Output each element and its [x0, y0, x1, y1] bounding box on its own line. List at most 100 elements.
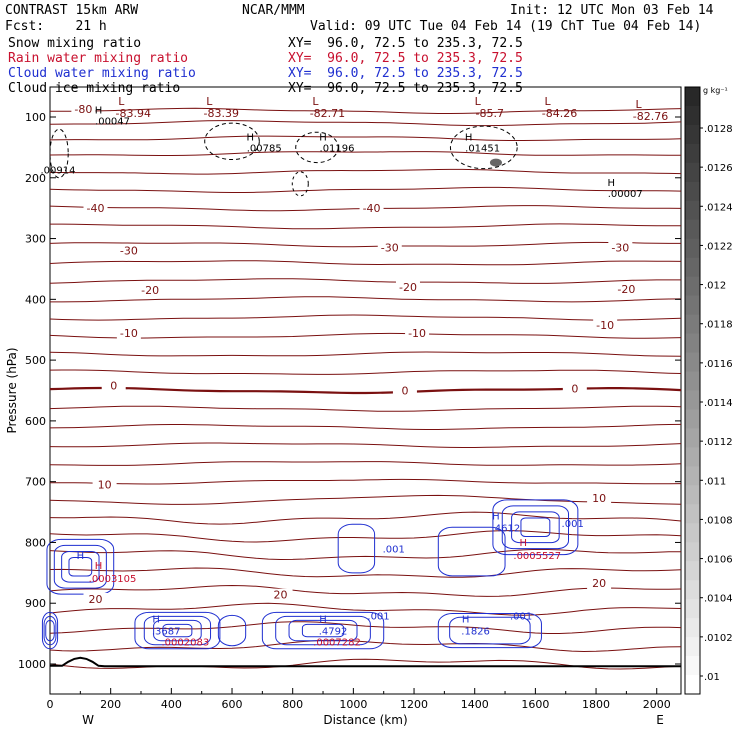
isotherm-line — [49, 442, 682, 448]
colorbar-unit: g kg⁻¹ — [703, 86, 728, 95]
low-value: -82.76 — [633, 110, 668, 123]
temperature-label: -20 — [141, 284, 159, 297]
isotherm-line — [49, 548, 682, 561]
snow-max-value: .00785 — [247, 144, 282, 155]
cloud-water-max-value: .1826 — [461, 627, 490, 638]
x-tick-label: 1200 — [400, 698, 428, 711]
temperature-label-bg — [116, 244, 141, 258]
field-rain-name: Rain water mixing ratio — [8, 51, 189, 66]
field-snow-xy: XY= 96.0, 72.5 to 235.3, 72.5 — [288, 36, 523, 51]
temperature-label-bg — [71, 103, 96, 117]
snow-contour — [49, 128, 69, 179]
y-tick-label: 400 — [25, 293, 46, 306]
colorbar-band — [685, 390, 700, 410]
field-cloud-water-xy: XY= 96.0, 72.5 to 235.3, 72.5 — [288, 66, 523, 81]
temperature-label: -30 — [120, 245, 138, 258]
colorbar-band — [685, 219, 700, 240]
temperature-label: 0 — [110, 380, 117, 393]
snow-max-marker: H — [319, 133, 327, 144]
temperature-label-bg — [268, 588, 293, 602]
rain-max-value: .0005527 — [513, 551, 561, 562]
low-value: -83.39 — [204, 107, 239, 120]
colorbar-band — [685, 257, 700, 278]
org-label: NCAR/MMM — [242, 3, 305, 18]
temperature-label: -10 — [120, 327, 138, 340]
isotherm-line — [49, 584, 682, 597]
valid-time: Valid: 09 UTC Tue 04 Feb 14 (19 ChT Tue … — [310, 19, 702, 34]
isotherm-line — [49, 332, 682, 339]
rain-max-marker: H — [519, 538, 527, 549]
model-title: CONTRAST 15km ARW — [5, 3, 139, 18]
colorbar-label: .0126 — [704, 163, 733, 174]
isotherm-line — [49, 511, 682, 525]
temperature-label: -30 — [381, 242, 399, 255]
isotherm-line — [50, 223, 682, 230]
forecast-hour: Fcst: 21 h — [5, 19, 107, 34]
low-marker: L — [635, 98, 642, 111]
colorbar-band — [685, 675, 700, 695]
snow-contour — [291, 171, 309, 197]
west-label: W — [82, 713, 94, 727]
temperature-label-bg — [608, 241, 633, 255]
isotherm-line — [49, 658, 682, 670]
colorbar-band — [685, 333, 700, 354]
x-tick-label: 600 — [222, 698, 243, 711]
field-cloud-water-name: Cloud water mixing ratio — [8, 66, 196, 81]
temperature-label: 0 — [401, 385, 408, 398]
cloud-water-contour — [437, 613, 542, 649]
x-axis-label: Distance (km) — [323, 713, 407, 727]
cloud-water-contour — [43, 615, 57, 646]
x-tick-label: 1000 — [339, 698, 367, 711]
temperature-label: 20 — [274, 589, 288, 602]
cloud-water-contour — [449, 616, 531, 645]
colorbar-label: .01 — [704, 672, 720, 683]
cloud-water-contour — [501, 505, 570, 550]
cloud-water-contour — [511, 511, 560, 544]
snow-max-marker: H — [607, 178, 615, 189]
rain-max-marker: H — [95, 561, 103, 572]
cloud-water-contour — [520, 517, 551, 538]
isotherm-line — [49, 530, 682, 543]
isotherm-line — [49, 567, 682, 578]
low-value: -85.7 — [476, 107, 504, 120]
isotherm-line — [49, 602, 682, 616]
temperature-label: 0 — [571, 383, 578, 396]
cloud-water-max-value: .001 — [510, 611, 532, 622]
x-tick-label: 400 — [161, 698, 182, 711]
colorbar-band — [685, 314, 700, 335]
cloud-ice-maximum — [489, 158, 502, 167]
colorbar-frame — [684, 86, 701, 695]
cloud-water-contour — [45, 619, 55, 642]
snow-contour — [204, 122, 260, 161]
rain-max-value: .0002083 — [161, 638, 209, 649]
y-tick-label: 500 — [25, 354, 46, 367]
x-tick-label: 0 — [47, 698, 54, 711]
low-marker: L — [118, 95, 125, 108]
colorbar-label: .0106 — [704, 555, 733, 566]
cloud-water-max-value: .001 — [367, 611, 389, 622]
temperature-label-bg — [562, 382, 587, 396]
cloud-water-contour — [53, 544, 107, 589]
temperature-label-bg — [395, 281, 420, 295]
x-tick-label: 200 — [100, 698, 121, 711]
isotherm-line — [49, 107, 682, 114]
isotherm-line — [49, 423, 682, 430]
temperature-label-bg — [614, 283, 639, 297]
colorbar-band — [685, 87, 700, 107]
snow-max-marker: H — [465, 133, 473, 144]
cloud-water-max-value: .4792 — [319, 627, 348, 638]
isotherm-line — [49, 241, 681, 248]
y-tick-label: 200 — [25, 172, 46, 185]
temperature-label: 20 — [89, 593, 103, 606]
colorbar-label: .0128 — [704, 124, 733, 135]
temperature-label: 10 — [592, 492, 606, 505]
isotherm-line — [50, 478, 682, 485]
east-label: E — [656, 713, 664, 727]
cloud-water-max-marker: H — [462, 615, 470, 626]
low-marker: L — [206, 95, 213, 108]
temperature-label-bg — [92, 478, 117, 492]
cloud-water-contour — [153, 619, 202, 642]
isotherm-line — [49, 168, 682, 175]
cloud-water-contour — [337, 523, 376, 574]
